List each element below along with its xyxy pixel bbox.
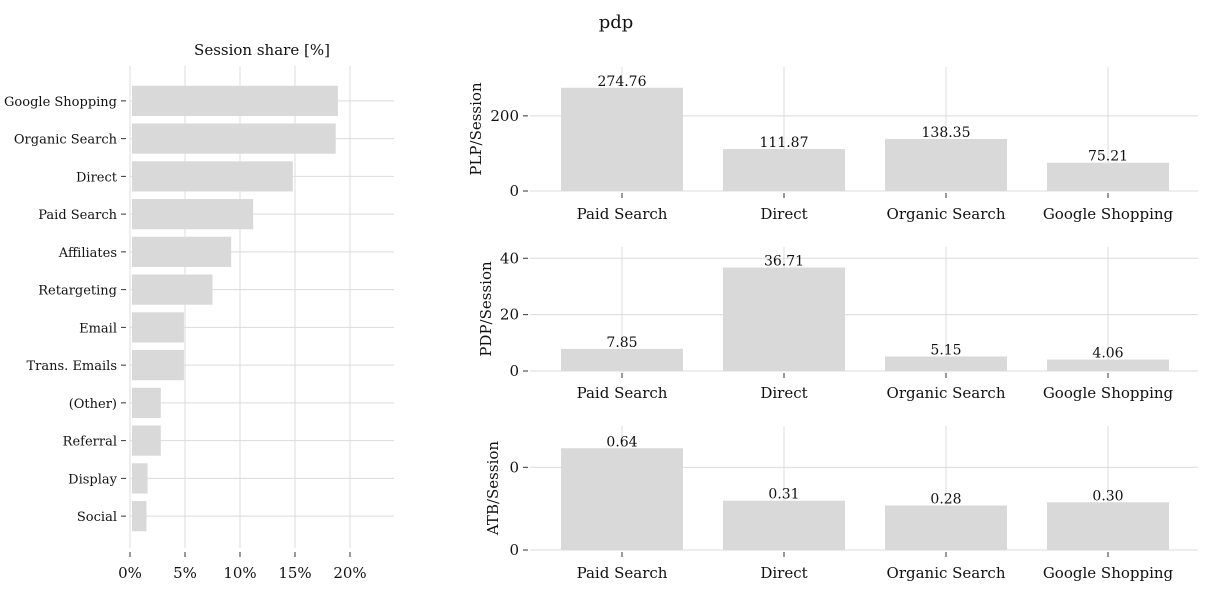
y-axis-label: PDP/Session [477, 261, 495, 357]
category-label: Email [79, 321, 117, 336]
category-label: Referral [63, 435, 117, 450]
y-tick-label: 40 [500, 249, 519, 267]
bar-direct [723, 267, 845, 371]
category-label: Direct [760, 564, 807, 582]
y-tick-label: 0 [509, 182, 519, 200]
data-label: 36.71 [764, 254, 804, 270]
category-label: Direct [760, 384, 807, 402]
bar-paid-search [561, 87, 683, 191]
bar-retargeting [132, 274, 213, 305]
data-label: 111.87 [760, 135, 809, 151]
bar-trans-emails [132, 350, 184, 381]
category-label: Organic Search [14, 133, 118, 148]
bar-social [132, 501, 147, 532]
data-label: 5.15 [930, 342, 961, 358]
category-label: Google Shopping [1043, 205, 1174, 223]
category-label: Retargeting [38, 284, 117, 299]
session-share-title: Session share [%] [194, 41, 330, 59]
bar-paid-search [561, 448, 683, 550]
y-axis-label: ATB/Session [484, 441, 502, 536]
category-label: Google Shopping [1043, 384, 1174, 402]
data-label: 0.30 [1092, 488, 1123, 504]
data-label: 4.06 [1092, 346, 1123, 362]
x-tick-label: 15% [278, 564, 311, 582]
category-label: Direct [76, 170, 118, 185]
bar-direct [132, 161, 293, 192]
y-tick-label: 0 [509, 458, 519, 476]
data-label: 7.85 [606, 335, 637, 351]
category-label: Trans. Emails [27, 359, 118, 374]
data-label: 0.64 [606, 434, 637, 450]
x-tick-label: 0% [118, 564, 142, 582]
bar-display [132, 463, 148, 494]
y-tick-label: 0 [509, 362, 519, 380]
bar-google-shopping [1047, 359, 1169, 371]
pdp-session-chart: 0 20 40 7.85 Paid Search 36.71 Direct 5.15 Organ… [477, 247, 1198, 402]
category-label: Social [77, 510, 117, 525]
bar-organic-search [132, 123, 336, 154]
figure-title: pdp [599, 12, 634, 33]
category-label: Organic Search [887, 564, 1006, 582]
x-tick-label: 20% [333, 564, 366, 582]
category-label: Paid Search [577, 205, 668, 223]
bar-paid-search [561, 348, 683, 371]
category-label: Paid Search [577, 564, 668, 582]
bar-other [132, 387, 161, 418]
bar-organic-search [885, 356, 1007, 371]
data-label: 0.28 [930, 491, 961, 507]
category-label: (Other) [69, 397, 117, 412]
bar-google-shopping [1047, 162, 1169, 191]
x-tick-label: 5% [173, 564, 197, 582]
category-label: Direct [760, 205, 807, 223]
bar-organic-search [885, 139, 1007, 191]
bar-google-shopping [132, 85, 338, 116]
atb-session-chart: 0 0 0.64 Paid Search 0.31 Direct 0.28 Organic S… [484, 426, 1198, 582]
data-label: 274.76 [598, 74, 647, 90]
data-label: 75.21 [1088, 149, 1128, 165]
category-label: Organic Search [887, 205, 1006, 223]
bar-paid-search [132, 199, 254, 230]
bar-affiliates [132, 236, 232, 267]
bar-google-shopping [1047, 502, 1169, 550]
plp-session-chart: 0 200 274.76 Paid Search 111.87 Direct 138.35 O… [467, 67, 1198, 223]
session-share-chart: Session share [%] 0% 5% 10% 15% 20% Google Sh… [4, 41, 394, 582]
bar-email [132, 312, 184, 343]
category-label: Paid Search [577, 384, 668, 402]
category-label: Paid Search [38, 208, 117, 223]
category-label: Google Shopping [4, 95, 117, 110]
y-tick-label: 200 [490, 107, 519, 125]
bar-direct [723, 500, 845, 550]
data-label: 0.31 [768, 487, 799, 503]
category-label: Google Shopping [1043, 564, 1174, 582]
y-axis-label: PLP/Session [467, 82, 485, 176]
x-tick-label: 10% [223, 564, 256, 582]
category-label: Organic Search [887, 384, 1006, 402]
category-label: Display [68, 472, 117, 487]
y-tick-label: 20 [500, 306, 519, 324]
bar-direct [723, 148, 845, 191]
category-label: Affiliates [58, 246, 117, 261]
y-tick-label: 0 [509, 541, 519, 559]
data-label: 138.35 [922, 125, 971, 141]
bar-organic-search [885, 505, 1007, 550]
bar-referral [132, 425, 161, 456]
